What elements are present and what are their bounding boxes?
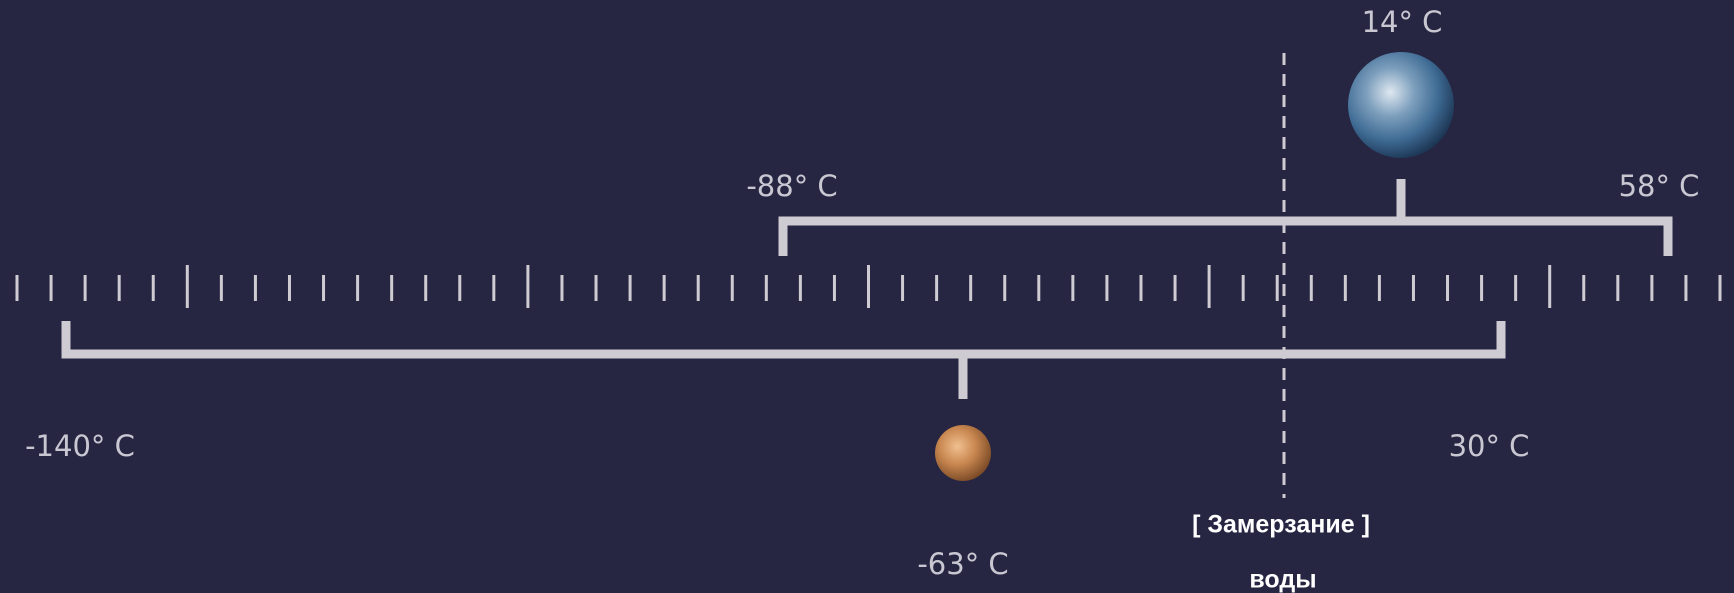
mars-max: 30° C [1449, 429, 1530, 463]
earth-average: 14° C [1362, 5, 1443, 39]
mars-average: -63° C [917, 547, 1008, 581]
freezing-label: [ Замерзание ] [1192, 511, 1370, 539]
mars-range-bracket [61, 321, 1506, 399]
scale-ticks [15, 265, 1722, 308]
freezing-sublabel: воды [1249, 566, 1316, 593]
mars-icon [935, 425, 991, 481]
earth-range-bracket [778, 179, 1673, 256]
mars-min: -140° C [25, 429, 135, 463]
earth-min: -88° C [746, 169, 837, 203]
earth-max: 58° C [1619, 169, 1700, 203]
earth-icon [1348, 52, 1454, 158]
